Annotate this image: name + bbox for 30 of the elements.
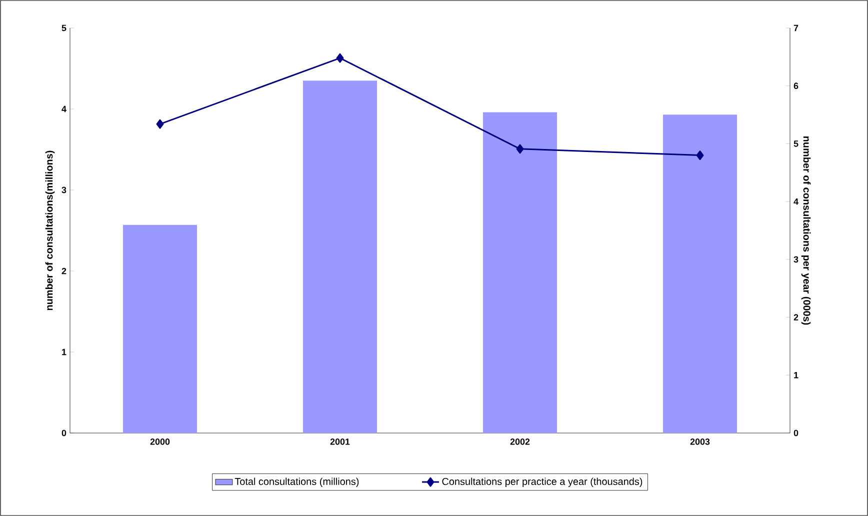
x-tick-label: 2002 <box>510 438 530 445</box>
bar <box>123 224 197 433</box>
y2-tick-label: 3 <box>794 256 798 263</box>
y2-tick-label: 4 <box>794 198 798 205</box>
y-axis-title: number of consultations(millions) <box>45 150 55 310</box>
x-tick-label: 2000 <box>150 438 170 445</box>
y2-tick-label: 2 <box>794 314 798 320</box>
y2-tick-label: 1 <box>794 372 798 378</box>
y-tick-label: 2 <box>62 268 66 274</box>
y2-tick-label: 7 <box>794 24 798 32</box>
point <box>336 53 344 63</box>
legend-label: Consultations per practice a year (thousands) <box>442 478 642 487</box>
y2-tick-label: 6 <box>794 82 798 90</box>
y-tick-label: 4 <box>62 106 66 112</box>
y2-axis-title: number of consultations per year (000s) <box>801 136 811 325</box>
y-tick-label: 1 <box>62 348 66 356</box>
point <box>156 119 164 129</box>
point <box>696 150 704 160</box>
x-tick-label: 2001 <box>330 438 350 445</box>
y2-tick-label: 5 <box>794 140 798 147</box>
y2-tick-label: 0 <box>794 430 798 436</box>
y-tick-label: 3 <box>62 186 66 194</box>
point <box>516 144 524 154</box>
y-tick-label: 0 <box>62 430 66 436</box>
legend-label: Total consultations (millions) <box>234 478 359 487</box>
y-tick-label: 5 <box>62 24 66 32</box>
bar <box>303 80 378 433</box>
bar <box>483 112 558 433</box>
bar <box>663 114 738 433</box>
x-tick-label: 2003 <box>690 438 710 445</box>
